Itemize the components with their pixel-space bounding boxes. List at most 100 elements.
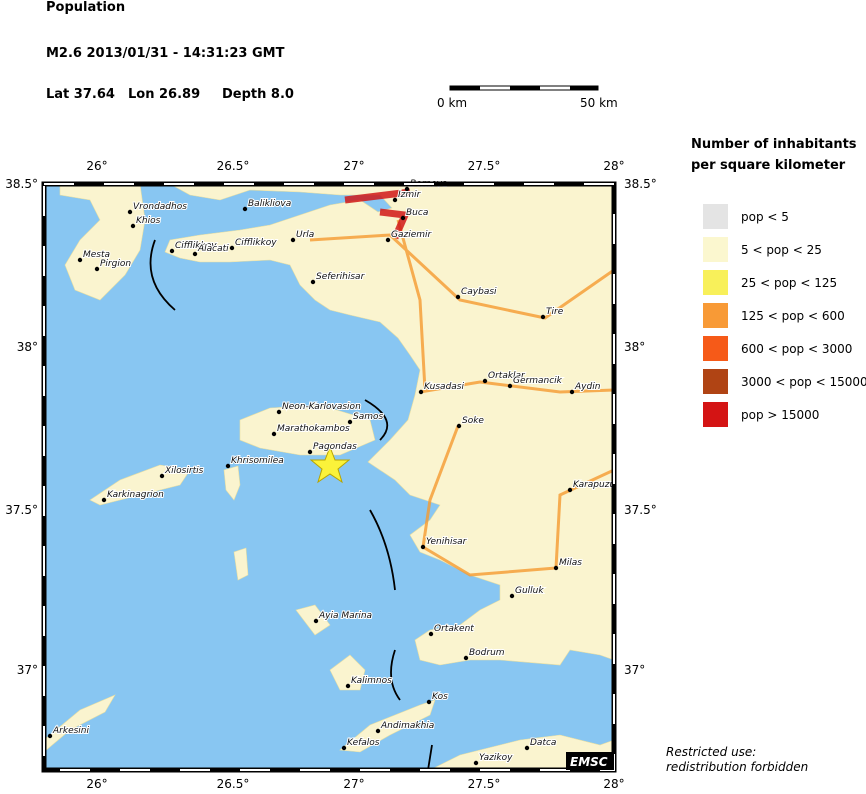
anatolia (164, 183, 615, 666)
town-label: Yazikoy (479, 753, 513, 763)
town-label: Kalimnos (351, 676, 392, 686)
town-label: Buca (406, 208, 428, 218)
lon-label: 27.5° (468, 159, 501, 173)
lat-label: 37.5° (624, 503, 657, 517)
town-dot (482, 378, 488, 384)
town-dot (192, 251, 198, 257)
lat-label: 37° (17, 663, 38, 677)
town-dot (567, 487, 573, 493)
islet (233, 547, 249, 581)
lon-label: 26.5° (217, 159, 250, 173)
town-dot (169, 248, 175, 254)
town-label: Ortaklar (488, 371, 526, 381)
ikaria (89, 464, 191, 506)
town-dot (463, 655, 469, 661)
town-dot (242, 206, 248, 212)
title: Population (46, 0, 125, 15)
town-dot (385, 237, 391, 243)
town-dot (127, 209, 133, 215)
town-label: Cifflikkoy (235, 238, 277, 248)
kos (339, 699, 436, 753)
town-label: Aydin (574, 382, 601, 392)
town-dot (341, 745, 347, 751)
urban-area (344, 188, 411, 240)
kalimnos (329, 654, 366, 691)
town-label: Bodrum (469, 648, 505, 658)
town-label: Caybasi (461, 287, 497, 297)
lat: Lat 37.64 (46, 87, 115, 102)
lon-label: 26° (86, 159, 107, 173)
town-dot (569, 389, 575, 395)
town-label: Vrondadhos (133, 202, 187, 212)
town-dot (347, 419, 353, 425)
town-dot (375, 728, 381, 734)
town-label: Gaziemir (391, 230, 433, 240)
town-label: Alacati (197, 244, 229, 254)
town-dot (271, 431, 277, 437)
lat-label: 37.5° (5, 503, 38, 517)
lon-label: 27° (343, 159, 364, 173)
town-dot (473, 760, 479, 766)
lat-label: 38° (17, 340, 38, 354)
fault (149, 239, 433, 771)
town-dot (290, 237, 296, 243)
town-dot (404, 186, 410, 192)
legend-swatch (703, 237, 728, 262)
depth: Depth 8.0 (222, 87, 294, 102)
town-label: Neon-Karlovasion (282, 402, 361, 412)
lon-label: 27.5° (468, 777, 501, 790)
chios (59, 183, 146, 301)
town-dot (101, 497, 107, 503)
town-label: Mesta (83, 250, 110, 260)
town-dot (307, 449, 313, 455)
town-dot (229, 245, 235, 251)
town-dot (509, 593, 515, 599)
lat-label: 38.5° (5, 177, 38, 191)
town-label: Xilosirtis (164, 466, 204, 476)
legend-swatch (703, 336, 728, 361)
town-label: Gulluk (515, 586, 544, 596)
frame-dash (43, 183, 615, 771)
epicenter (309, 445, 351, 484)
town-label: Soke (462, 416, 484, 426)
town-dot (313, 618, 319, 624)
road (309, 219, 615, 577)
town-dot (524, 745, 530, 751)
legend-label: pop < 5 (741, 210, 789, 224)
town-dot (455, 294, 461, 300)
town-dot (553, 565, 559, 571)
legend-label: 5 < pop < 25 (741, 243, 822, 257)
town-label: Pirgion (100, 259, 131, 269)
town-dot (77, 257, 83, 263)
town-label: Balikliova (248, 199, 291, 209)
legend-title: per square kilometer (691, 158, 846, 173)
town-label: Yenihisar (426, 537, 468, 547)
legend-swatch (703, 303, 728, 328)
town-label: Milas (559, 558, 582, 568)
samos (239, 404, 376, 456)
town-label: Karapuzu (573, 480, 615, 490)
lon-label: 26.5° (217, 777, 250, 790)
town-dot (420, 544, 426, 550)
leros (295, 604, 331, 636)
lon: Lon 26.89 (128, 87, 200, 102)
town-label: Kefalos (347, 738, 380, 748)
town-label: Datca (530, 738, 556, 748)
town-label: Andimakhia (380, 721, 434, 731)
town-dot (418, 389, 424, 395)
town-label: Seferihisar (316, 272, 366, 282)
legend-label: 3000 < pop < 15000 (741, 375, 866, 389)
legend-label: 600 < pop < 3000 (741, 342, 852, 356)
scale-start: 0 km (437, 96, 467, 110)
lat-label: 37° (624, 663, 645, 677)
town-dot (428, 631, 434, 637)
town-dot (540, 314, 546, 320)
town-label: Kos (432, 692, 448, 702)
town-label: Germancik (513, 376, 563, 386)
town-dot (94, 266, 100, 272)
brand-box (566, 752, 614, 770)
town-label: Ortakent (434, 624, 474, 634)
map: VrondadhosKhiosMestaPirgionCifflikkoyAla… (41, 178, 617, 773)
town-dot (130, 223, 136, 229)
